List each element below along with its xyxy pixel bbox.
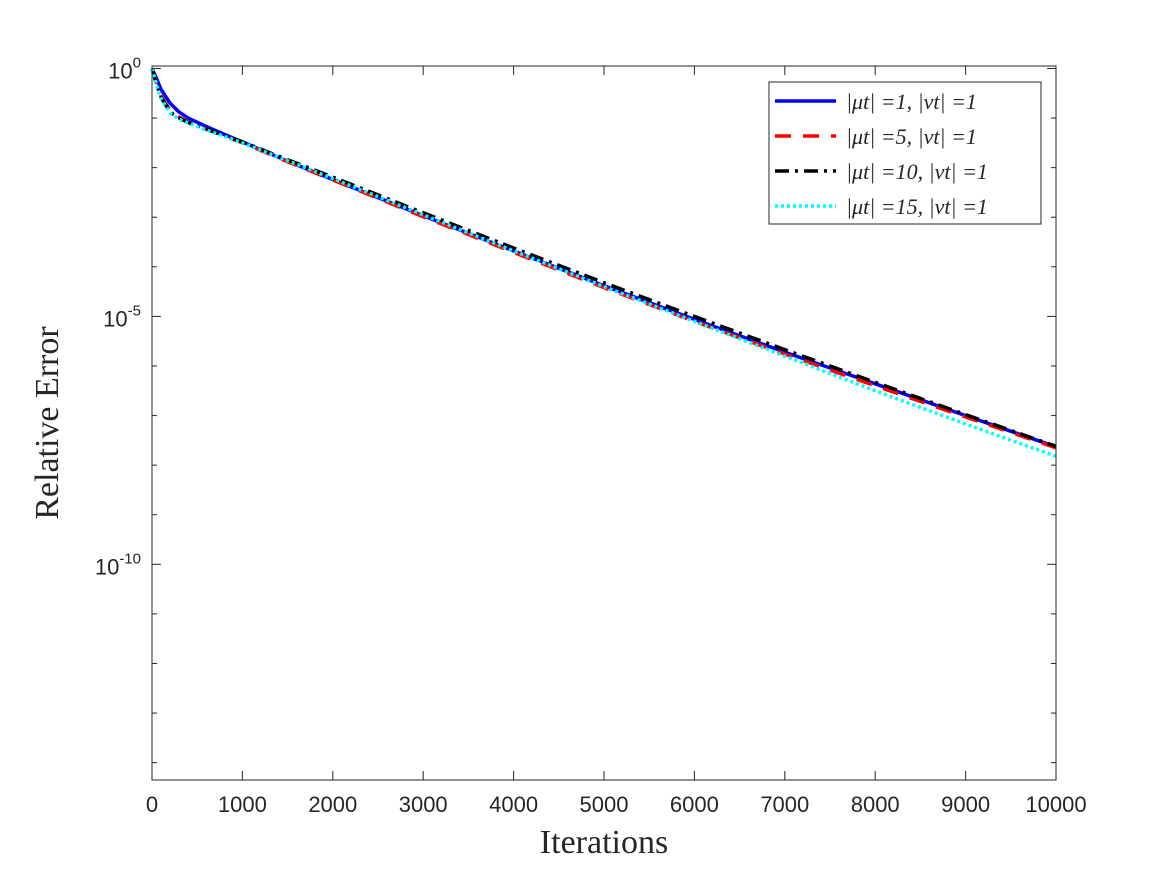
y-axis-title: Relative Error bbox=[29, 326, 66, 520]
x-tick-label: 10000 bbox=[1025, 792, 1086, 817]
x-tick-label: 5000 bbox=[580, 792, 629, 817]
x-axis-title: Iterations bbox=[540, 824, 668, 861]
legend-label-1: |μt| =1, |νt| =1 bbox=[846, 89, 977, 114]
x-tick-label: 2000 bbox=[308, 792, 357, 817]
series-line-4 bbox=[150, 68, 1057, 458]
x-tick-label: 8000 bbox=[851, 792, 900, 817]
x-tick-label: 1000 bbox=[218, 792, 267, 817]
legend-label-4: |μt| =15, |νt| =1 bbox=[846, 194, 988, 219]
plot-frame bbox=[151, 65, 1057, 781]
x-tick-label: 0 bbox=[146, 792, 158, 817]
y-tick-label: 10-5 bbox=[103, 302, 141, 331]
x-tick-label: 3000 bbox=[399, 792, 448, 817]
x-tick-label: 7000 bbox=[760, 792, 809, 817]
x-tick-label: 4000 bbox=[489, 792, 538, 817]
ticks-layer: 0 1000 2000 3000 4000 5000 6000 7000 8000 9000 100… bbox=[95, 54, 1087, 817]
y-tick-label: 10-10 bbox=[95, 550, 141, 579]
legend-box bbox=[768, 81, 1042, 225]
y-tick-label: 100 bbox=[108, 54, 141, 83]
series-layer bbox=[150, 67, 1057, 458]
legend-label-2: |μt| =5, |νt| =1 bbox=[846, 124, 977, 149]
x-tick-label: 6000 bbox=[670, 792, 719, 817]
legend: |μt| =1, |νt| =1 |μt| =5, |νt| =1 |μt| =10… bbox=[768, 81, 1042, 225]
legend-label-3: |μt| =10, |νt| =1 bbox=[846, 159, 988, 184]
x-tick-label: 9000 bbox=[941, 792, 990, 817]
